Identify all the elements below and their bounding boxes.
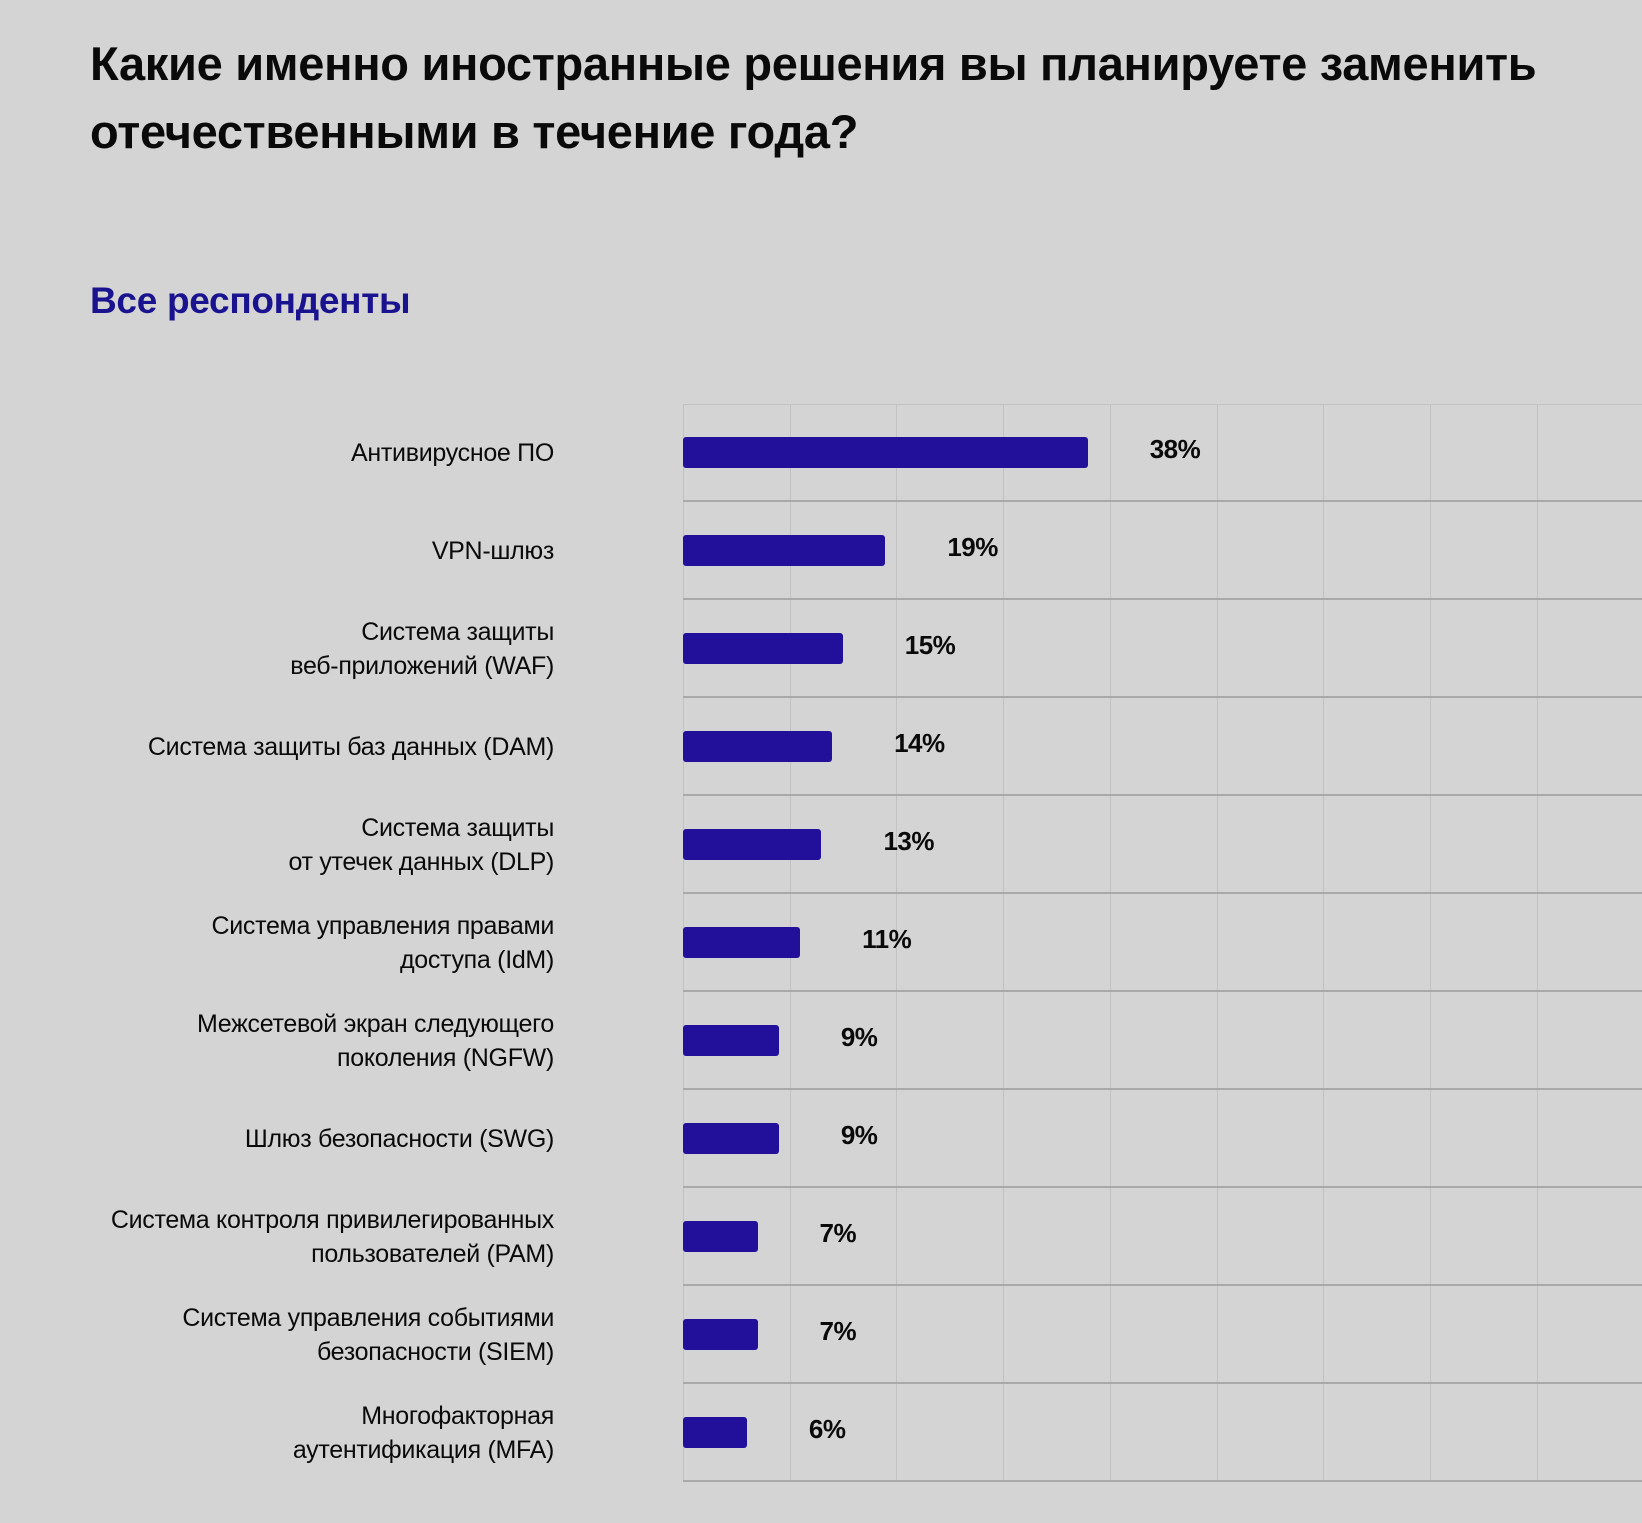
row-separator [683,1480,1642,1482]
row-separator [683,794,1642,796]
category-label-line1: Система управления правами [211,912,554,940]
category-label-line2: безопасности (SIEM) [316,1338,554,1366]
category-label: VPN-шлюз [0,534,554,568]
chart-row: 11% [683,894,1642,992]
value-label: 11% [862,924,912,954]
bar [683,1123,779,1154]
value-label: 7% [819,1218,857,1248]
row-separator [683,990,1642,992]
chart-row: 6% [683,1384,1642,1482]
category-label-line1: Система контроля привилегированных [110,1206,554,1234]
plot-area: 38% 19% 15% 14% 13% 11% 9% 9% 7% 7% 6% [683,404,1642,1482]
chart-subtitle: Все респонденты [90,280,411,321]
bar [683,633,843,664]
category-label-line1: Многофакторная [361,1402,554,1430]
category-label: Система контроля привилегированных пользо… [0,1203,554,1271]
category-label-line1: Система защиты баз данных (DAM) [147,733,554,761]
chart-row: 19% [683,502,1642,600]
grid-line [1323,404,1325,1482]
category-label: Система управления правами доступа (IdM) [0,909,554,977]
category-label-line1: Антивирусное ПО [351,439,554,467]
row-separator [683,892,1642,894]
category-label-line1: Система управления событиями [182,1304,554,1332]
value-label: 14% [894,728,945,758]
value-label: 6% [808,1414,846,1444]
bar [683,927,801,958]
grid-line [1003,404,1005,1482]
category-label-line2: веб-приложений (WAF) [290,652,554,680]
value-label: 13% [883,826,934,856]
category-label: Система защиты веб-приложений (WAF) [0,615,554,683]
category-label-line2: аутентификация (MFA) [292,1436,554,1464]
plot-top-rule [683,404,1642,405]
category-label-line2: поколения (NGFW) [337,1044,554,1072]
grid-line [1429,404,1431,1482]
chart-title: Какие именно иностранные решения вы план… [90,37,1537,158]
value-label: 38% [1149,434,1201,464]
category-label: Шлюз безопасности (SWG) [0,1122,554,1156]
bar [683,1025,779,1056]
row-separator [683,598,1642,600]
chart-row: 38% [683,404,1642,502]
bar [683,829,822,860]
row-separator [683,1284,1642,1286]
bar [683,731,833,762]
grid-line [1216,404,1218,1482]
value-label: 7% [819,1316,857,1346]
category-label-line2: доступа (IdM) [399,946,554,974]
category-label: Многофакторная аутентификация (MFA) [0,1399,554,1467]
value-label: 9% [840,1120,878,1150]
chart-row: 15% [683,600,1642,698]
category-label: Антивирусное ПО [0,436,554,470]
grid-line [1536,404,1538,1482]
category-label-line1: VPN-шлюз [431,537,554,565]
category-label-line1: Система защиты [361,618,554,646]
bar [683,1319,758,1350]
bar [683,1417,747,1448]
grid-line [896,404,898,1482]
category-label: Система защиты от утечек данных (DLP) [0,811,554,879]
value-label: 15% [904,630,956,660]
chart-row: 9% [683,992,1642,1090]
value-label: 9% [840,1022,878,1052]
category-label-line1: Шлюз безопасности (SWG) [244,1125,554,1153]
category-label-line2: пользователей (PAM) [311,1240,554,1268]
chart-row: 7% [683,1188,1642,1286]
grid-line [1109,404,1111,1482]
bar [683,437,1088,468]
category-label-line1: Система защиты [361,814,554,842]
chart-row: 9% [683,1090,1642,1188]
row-separator [683,1186,1642,1188]
bar [683,535,886,566]
chart-row: 13% [683,796,1642,894]
row-separator [683,1088,1642,1090]
chart-row: 14% [683,698,1642,796]
bar [683,1221,758,1252]
category-label: Межсетевой экран следующего поколения (NG… [0,1007,554,1075]
category-label-line1: Межсетевой экран следующего [196,1010,554,1038]
value-label: 19% [947,532,998,562]
chart-row: 7% [683,1286,1642,1384]
category-label: Система защиты баз данных (DAM) [0,730,554,764]
category-label: Система управления событиями безопасности… [0,1301,554,1369]
row-separator [683,696,1642,698]
row-separator [683,1382,1642,1384]
category-label-line2: от утечек данных (DLP) [288,848,554,876]
row-separator [683,500,1642,502]
